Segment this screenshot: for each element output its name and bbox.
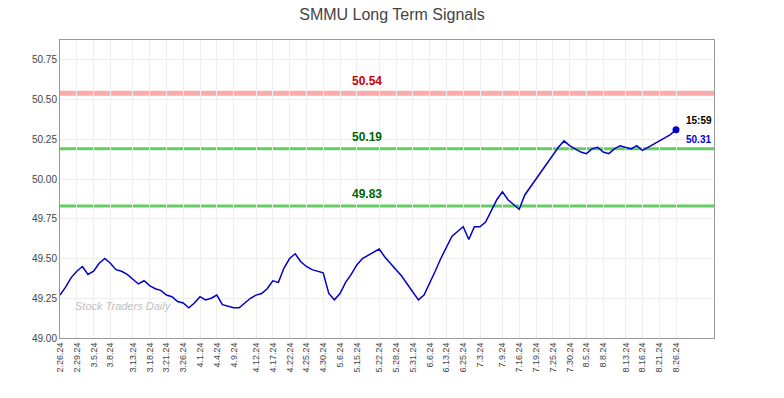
svg-text:5.31.24: 5.31.24 xyxy=(408,343,418,373)
svg-text:7.3.24: 7.3.24 xyxy=(475,343,485,368)
svg-text:5.15.24: 5.15.24 xyxy=(352,343,362,373)
svg-text:4.1.24: 4.1.24 xyxy=(195,343,205,368)
svg-text:4.4.24: 4.4.24 xyxy=(212,343,222,368)
svg-text:7.16.24: 7.16.24 xyxy=(514,343,524,373)
svg-text:4.22.24: 4.22.24 xyxy=(285,343,295,373)
svg-text:50.19: 50.19 xyxy=(352,130,382,144)
svg-text:3.13.24: 3.13.24 xyxy=(128,343,138,373)
svg-text:5.6.24: 5.6.24 xyxy=(335,343,345,368)
svg-text:4.9.24: 4.9.24 xyxy=(229,343,239,368)
svg-text:8.5.24: 8.5.24 xyxy=(581,343,591,368)
svg-text:6.25.24: 6.25.24 xyxy=(458,343,468,373)
svg-text:49.50: 49.50 xyxy=(32,253,57,264)
svg-text:50.54: 50.54 xyxy=(352,74,382,88)
svg-text:3.21.24: 3.21.24 xyxy=(161,343,171,373)
svg-text:3.8.24: 3.8.24 xyxy=(105,343,115,368)
svg-text:5.28.24: 5.28.24 xyxy=(391,343,401,373)
svg-text:50.50: 50.50 xyxy=(32,94,57,105)
svg-text:49.00: 49.00 xyxy=(32,333,57,344)
svg-text:2.26.24: 2.26.24 xyxy=(55,343,65,373)
svg-text:6.13.24: 6.13.24 xyxy=(441,343,451,373)
svg-text:8.8.24: 8.8.24 xyxy=(598,343,608,368)
svg-text:4.30.24: 4.30.24 xyxy=(318,343,328,373)
svg-text:7.19.24: 7.19.24 xyxy=(531,343,541,373)
svg-text:4.25.24: 4.25.24 xyxy=(301,343,311,373)
svg-text:2.29.24: 2.29.24 xyxy=(72,343,82,373)
svg-text:3.18.24: 3.18.24 xyxy=(145,343,155,373)
svg-text:5.22.24: 5.22.24 xyxy=(374,343,384,373)
svg-text:7.25.24: 7.25.24 xyxy=(548,343,558,373)
svg-text:50.00: 50.00 xyxy=(32,174,57,185)
svg-text:50.31: 50.31 xyxy=(686,134,711,145)
svg-text:8.21.24: 8.21.24 xyxy=(654,343,664,373)
svg-text:3.5.24: 3.5.24 xyxy=(89,343,99,368)
svg-text:6.6.24: 6.6.24 xyxy=(425,343,435,368)
svg-text:4.12.24: 4.12.24 xyxy=(251,343,261,373)
svg-text:8.13.24: 8.13.24 xyxy=(621,343,631,373)
svg-text:49.25: 49.25 xyxy=(32,293,57,304)
svg-text:50.75: 50.75 xyxy=(32,54,57,65)
svg-text:SMMU Long Term Signals: SMMU Long Term Signals xyxy=(299,6,485,23)
svg-text:8.26.24: 8.26.24 xyxy=(671,343,681,373)
svg-text:7.30.24: 7.30.24 xyxy=(565,343,575,373)
svg-text:4.17.24: 4.17.24 xyxy=(268,343,278,373)
svg-text:15:59: 15:59 xyxy=(686,115,712,126)
svg-text:50.25: 50.25 xyxy=(32,134,57,145)
svg-text:8.16.24: 8.16.24 xyxy=(637,343,647,373)
svg-text:3.26.24: 3.26.24 xyxy=(178,343,188,373)
svg-text:49.75: 49.75 xyxy=(32,213,57,224)
svg-text:49.83: 49.83 xyxy=(352,187,382,201)
svg-text:7.9.24: 7.9.24 xyxy=(497,343,507,368)
svg-text:Stock Traders Daily: Stock Traders Daily xyxy=(75,300,172,312)
